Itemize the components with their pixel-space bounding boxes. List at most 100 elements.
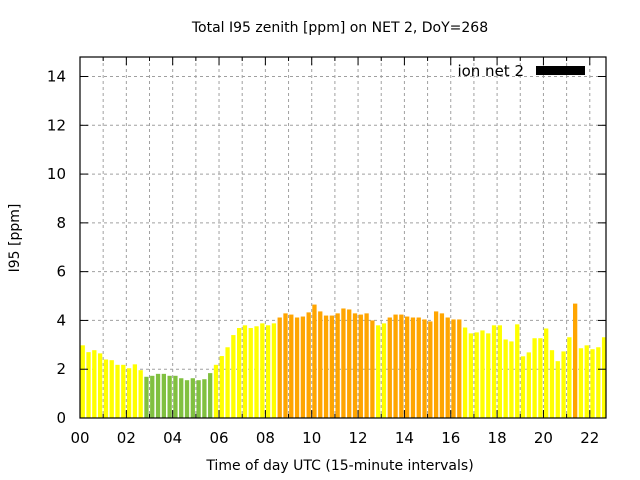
bar [520, 356, 526, 418]
bar [271, 323, 277, 418]
y-tick-label: 8 [56, 214, 66, 232]
bar [132, 364, 138, 418]
x-axis-label: Time of day UTC (15-minute intervals) [205, 458, 473, 474]
x-tick-label: 10 [302, 429, 321, 447]
x-tick-label: 02 [117, 429, 136, 447]
bar [468, 333, 474, 418]
bar [491, 325, 497, 418]
bar [503, 339, 508, 418]
bar [144, 376, 149, 418]
bar [439, 313, 445, 418]
bar [306, 312, 311, 418]
bar [486, 333, 491, 418]
y-axis-label: I95 [ppm] [7, 204, 23, 273]
bar [213, 364, 219, 418]
bar [393, 314, 398, 418]
x-tick-label: 04 [163, 429, 182, 447]
y-tick-label: 4 [56, 311, 66, 329]
bar [515, 324, 520, 418]
x-tick-label: 22 [580, 429, 599, 447]
bar [242, 325, 248, 418]
bar [179, 378, 184, 418]
bar [457, 319, 462, 418]
y-tick-label: 10 [47, 165, 66, 183]
bar [601, 337, 606, 418]
grid [80, 57, 606, 418]
bar [138, 370, 143, 418]
y-tick-label: 2 [56, 360, 66, 378]
bar [381, 323, 387, 418]
bar [433, 311, 439, 418]
bar [231, 335, 236, 418]
legend-swatch [536, 66, 585, 75]
bar [358, 314, 363, 418]
bar [173, 375, 178, 418]
bar [80, 345, 85, 418]
bar [150, 375, 155, 418]
bar [410, 317, 416, 418]
bar [190, 378, 195, 418]
bar [387, 317, 392, 418]
bar [352, 313, 358, 418]
bar [399, 314, 404, 418]
bar [480, 330, 485, 418]
bar [126, 368, 132, 418]
bar [219, 356, 224, 418]
bar [509, 341, 514, 418]
bars [80, 303, 612, 418]
bar [155, 373, 161, 418]
bar [376, 325, 381, 418]
bar [323, 315, 329, 418]
bar [532, 338, 537, 418]
bar [544, 328, 549, 418]
bar [225, 347, 230, 418]
legend: ion net 2 [457, 62, 585, 80]
bar [497, 325, 502, 418]
bar [283, 313, 288, 418]
x-tick-label: 08 [256, 429, 275, 447]
bar [578, 348, 584, 418]
bar [370, 320, 375, 418]
bar [318, 311, 323, 418]
bar [300, 316, 306, 418]
bar [260, 323, 265, 418]
bar [237, 327, 242, 418]
bar [312, 304, 317, 418]
bar [329, 315, 334, 418]
bar [422, 319, 427, 418]
bar [202, 379, 207, 418]
bar [208, 373, 213, 418]
bar [538, 338, 543, 418]
bar [526, 352, 531, 418]
bar [294, 317, 300, 418]
y-tick-label: 14 [47, 68, 66, 86]
bar [549, 350, 555, 418]
bar [103, 359, 109, 418]
bar [97, 353, 103, 418]
x-tick-label: 20 [534, 429, 553, 447]
bar [590, 349, 595, 418]
bar [115, 364, 120, 418]
bar [347, 309, 352, 418]
x-tick-label: 16 [441, 429, 460, 447]
bar [341, 308, 346, 418]
bar [265, 325, 271, 418]
plot-frame [79, 56, 607, 419]
bar [573, 303, 578, 418]
bar [254, 326, 259, 418]
bar [184, 380, 190, 418]
bar [561, 351, 566, 418]
x-tick-label: 18 [488, 429, 507, 447]
bar [109, 360, 114, 418]
bar [584, 345, 589, 418]
bar [555, 361, 560, 418]
bar [608, 350, 612, 418]
x-tick-label: 12 [349, 429, 368, 447]
bar [161, 373, 166, 418]
bar [451, 319, 456, 418]
bar [289, 314, 294, 418]
bar [364, 313, 369, 418]
legend-label: ion net 2 [457, 62, 524, 80]
